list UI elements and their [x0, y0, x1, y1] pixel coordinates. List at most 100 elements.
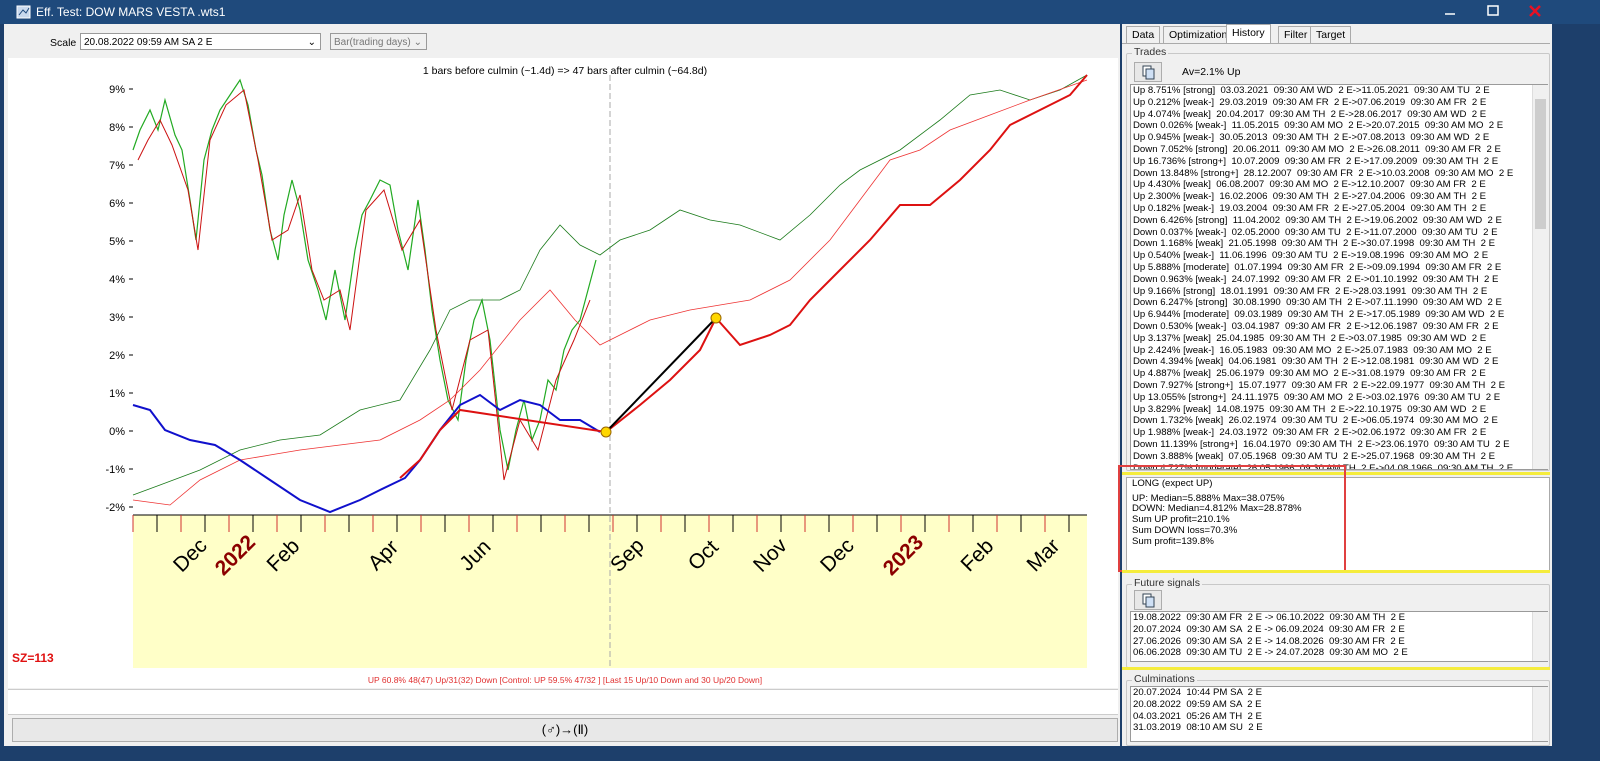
future-row: 06.06.2028 09:30 AM TU 2 E -> 24.07.2028…: [1133, 647, 1408, 659]
future-list[interactable]: 19.08.2022 09:30 AM FR 2 E -> 06.10.2022…: [1130, 611, 1548, 662]
culmination-row: 20.08.2022 09:59 AM SA 2 E: [1133, 698, 1262, 710]
scale-value: 20.08.2022 09:59 AM SA 2 E: [84, 37, 213, 48]
culm-title: Culminations: [1132, 673, 1197, 685]
summary-line: UP: Median=5.888% Max=38.075%: [1132, 492, 1285, 504]
trade-row: Down 7.927% [strong+] 15.07.1977 09:30 A…: [1133, 379, 1506, 391]
candles-green: [132, 78, 597, 471]
summary-line: Sum UP profit=210.1%: [1132, 514, 1230, 526]
summary-text: LONG (expect UP) UP: Median=5.888% Max=38…: [1132, 478, 1302, 547]
tab[interactable]: Optimization: [1163, 26, 1234, 44]
mode-dropdown[interactable]: Bar(trading days) ⌄: [330, 33, 427, 50]
summary-title: LONG (expect UP): [1132, 478, 1213, 489]
trade-row: Down 7.052% [strong] 20.06.2011 09:30 AM…: [1133, 143, 1501, 155]
culm-group: [1126, 680, 1550, 746]
trade-row: Up 3.829% [weak] 14.08.1975 09:30 AM TH …: [1133, 403, 1487, 415]
window-title: Eff. Test: DOW MARS VESTA .wts1: [36, 5, 226, 19]
y-tick-label: 5%: [109, 236, 125, 248]
tab[interactable]: History: [1226, 24, 1271, 44]
chart-footer: UP 60.8% 48(47) Up/31(32) Down [Control:…: [368, 675, 762, 685]
trade-row: Up 2.300% [weak-] 16.02.2006 09:30 AM TH…: [1133, 191, 1486, 203]
scrollbar[interactable]: [1532, 85, 1548, 469]
trades-group: [1126, 53, 1550, 471]
tab-line: [1122, 43, 1550, 44]
culminations-list[interactable]: 20.07.2024 10:44 PM SA 2 E 20.08.2022 09:…: [1130, 686, 1548, 742]
trade-row: Down 0.530% [weak-] 03.04.1987 09:30 AM …: [1133, 320, 1499, 332]
y-tick-label: 6%: [109, 198, 125, 210]
sz-label: SZ=113: [12, 651, 54, 665]
tab[interactable]: Filter: [1278, 26, 1314, 44]
button-label: (♂)→(Ⅱ): [541, 722, 589, 737]
splitter: [1122, 667, 1550, 670]
trade-row: Up 4.887% [weak] 25.06.1979 09:30 AM MO …: [1133, 368, 1486, 380]
green-thin-line: [132, 74, 1088, 496]
trade-row: Down 4.394% [weak] 04.06.1981 09:30 AM T…: [1133, 356, 1499, 368]
main-line-red: [399, 74, 1088, 479]
trade-row: Up 16.736% [strong+] 10.07.2009 09:30 AM…: [1133, 155, 1499, 167]
y-tick-label: 0%: [109, 426, 125, 438]
summary-line: Sum profit=139.8%: [1132, 535, 1214, 547]
trade-row: Up 13.055% [strong+] 24.11.1975 09:30 AM…: [1133, 391, 1501, 403]
y-tick-label: -1%: [105, 464, 125, 476]
trade-row: Up 3.137% [weak] 25.04.1985 09:30 AM TH …: [1133, 332, 1487, 344]
y-tick-label: -2%: [105, 502, 125, 514]
scrollbar[interactable]: [1532, 612, 1548, 661]
summary-line: Sum DOWN loss=70.3%: [1132, 524, 1238, 536]
trade-row: Up 1.988% [weak-] 24.03.1972 09:30 AM FR…: [1133, 427, 1487, 439]
trade-row: Up 0.540% [weak-] 11.06.1996 09:30 AM TU…: [1133, 250, 1489, 262]
trade-row: Down 0.037% [weak-] 02.05.2000 09:30 AM …: [1133, 226, 1498, 238]
trade-row: Up 0.945% [weak-] 30.05.2013 09:30 AM TH…: [1133, 132, 1490, 144]
window-controls[interactable]: [1430, 0, 1560, 24]
trade-row: Up 0.182% [weak-] 19.03.2004 09:30 AM FR…: [1133, 202, 1487, 214]
dropdown-arrow: ⌄: [413, 37, 422, 48]
trade-row: Up 8.751% [strong] 03.03.2021 09:30 AM W…: [1133, 85, 1490, 96]
culmination-start: [600, 426, 612, 438]
future-row: 19.08.2022 09:30 AM FR 2 E -> 06.10.2022…: [1133, 612, 1406, 623]
copy-button[interactable]: [1134, 62, 1162, 82]
trade-row: Up 4.074% [weak] 20.04.2017 09:30 AM TH …: [1133, 108, 1487, 120]
red-thin-line: [132, 79, 1088, 506]
trade-row: Up 0.212% [weak-] 29.03.2019 09:30 AM FR…: [1133, 96, 1487, 108]
trades-average: Av=2.1% Up: [1182, 66, 1241, 78]
tab[interactable]: Data: [1126, 26, 1161, 44]
culmination-row: 20.07.2024 10:44 PM SA 2 E: [1133, 687, 1263, 698]
mode-value: Bar(trading days): [334, 37, 411, 48]
y-tick-label: 4%: [109, 274, 125, 286]
copy-button[interactable]: [1134, 590, 1162, 610]
trade-row: Down 13.848% [strong+] 28.12.2007 09:30 …: [1133, 167, 1514, 179]
scrollbar[interactable]: [1532, 687, 1548, 741]
trade-row: Down 11.139% [strong+] 16.04.1970 09:30 …: [1133, 438, 1510, 450]
time-ticks: [132, 515, 1070, 532]
status-strip: [8, 689, 1118, 715]
scroll-thumb[interactable]: [1535, 99, 1546, 229]
future-title: Future signals: [1132, 577, 1202, 589]
main-line-blue: [132, 393, 601, 514]
candles-red: [137, 89, 591, 481]
trade-row: Down 1.732% [weak] 26.02.1974 09:30 AM T…: [1133, 415, 1498, 427]
splitter: [1122, 570, 1550, 573]
trade-row: Up 6.944% [moderate] 09.03.1989 09:30 AM…: [1133, 309, 1505, 321]
y-tick-label: 8%: [109, 122, 125, 134]
planet-button[interactable]: (♂)→(Ⅱ): [12, 718, 1118, 742]
culmination-row: 31.03.2019 08:10 AM SU 2 E: [1133, 722, 1263, 734]
scale-label: Scale: [50, 37, 77, 49]
y-tick-label: 3%: [109, 312, 125, 324]
trade-row: Down 0.026% [weak-] 11.05.2015 09:30 AM …: [1133, 120, 1504, 132]
dropdown-arrow: ⌄: [307, 37, 316, 48]
y-tick-label: 7%: [109, 160, 125, 172]
trade-row: Up 2.424% [weak-] 16.05.1983 09:30 AM MO…: [1133, 344, 1492, 356]
future-row: 20.07.2024 09:30 AM SA 2 E -> 06.09.2024…: [1133, 623, 1405, 635]
trades-list[interactable]: Up 8.751% [strong] 03.03.2021 09:30 AM W…: [1130, 84, 1548, 470]
y-tick-label: 2%: [109, 350, 125, 362]
trade-row: Down 0.963% [weak-] 24.07.1992 09:30 AM …: [1133, 273, 1499, 285]
title-bar: Eff. Test: DOW MARS VESTA .wts1: [0, 0, 1600, 24]
scale-dropdown[interactable]: 20.08.2022 09:59 AM SA 2 E ⌄: [80, 33, 321, 50]
tab[interactable]: Target: [1310, 26, 1352, 44]
summary-line: DOWN: Median=4.812% Max=28.878%: [1132, 503, 1302, 515]
y-tick-label: 9%: [109, 84, 125, 96]
trade-row: Up 9.166% [strong] 18.01.1991 09:30 AM F…: [1133, 285, 1488, 297]
app-icon: [16, 5, 31, 19]
chart-header: 1 bars before culmin (~1.4d) => 47 bars …: [423, 65, 707, 77]
trade-row: Down 6.426% [strong] 11.04.2002 09:30 AM…: [1133, 214, 1502, 226]
y-tick-label: 1%: [109, 388, 125, 400]
